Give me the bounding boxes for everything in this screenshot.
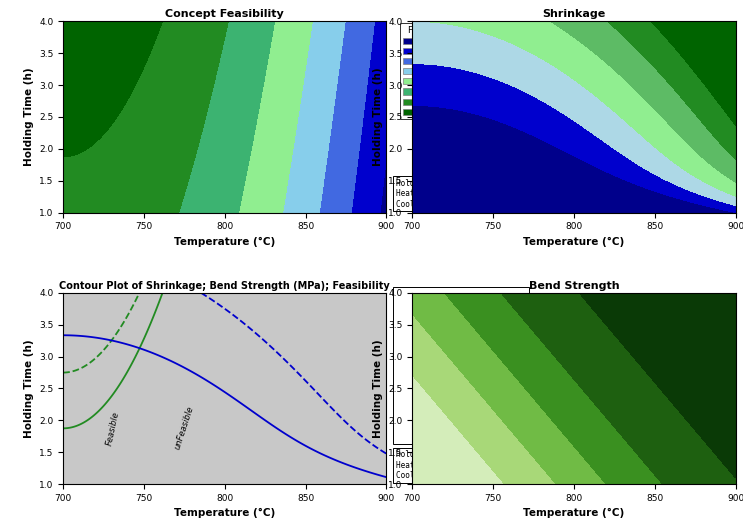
X-axis label: Temperature (°C): Temperature (°C) [523, 509, 625, 519]
Text: Shrinkage: Shrinkage [403, 297, 443, 306]
Text: Bend
Strength
(MPa): Bend Strength (MPa) [403, 337, 438, 367]
Text: Feasibility: Feasibility [403, 400, 443, 409]
Legend: < -0.9, -0.9 – -0.6, -0.6 – -0.3, -0.3 –  0.0,  0.0 –  0.3,  0.3 –  0.6,  0.6 – : < -0.9, -0.9 – -0.6, -0.6 – -0.3, -0.3 –… [400, 23, 460, 120]
Text: Feasibility: Feasibility [403, 400, 443, 409]
Text: 55: 55 [464, 352, 474, 361]
Title: Shrinkage: Shrinkage [542, 9, 606, 19]
Text: 20: 20 [464, 317, 474, 326]
Text: 0: 0 [464, 304, 469, 313]
Text: 20: 20 [464, 317, 474, 326]
Text: 55: 55 [464, 352, 474, 361]
Text: Shrinkage: Shrinkage [403, 297, 443, 306]
Title: Contour Plot of Shrinkage; Bend Strength (MPa); Feasibility: Contour Plot of Shrinkage; Bend Strength… [59, 281, 390, 290]
Text: Hold Values
Heat Rate (°C/min)    5
Cooling rate          30: Hold Values Heat Rate (°C/min) 5 Cooling… [396, 451, 507, 480]
Y-axis label: Holding Time (h): Holding Time (h) [24, 68, 33, 166]
Text: 200: 200 [464, 365, 479, 374]
X-axis label: Temperature (°C): Temperature (°C) [523, 237, 625, 247]
Title: Bend Strength: Bend Strength [528, 281, 619, 290]
Text: 0.9: 0.9 [464, 409, 477, 418]
Y-axis label: Holding Time (h): Holding Time (h) [373, 68, 383, 166]
FancyBboxPatch shape [393, 287, 529, 444]
X-axis label: Temperature (°C): Temperature (°C) [174, 509, 276, 519]
Text: unFeasible: unFeasible [173, 405, 195, 451]
Text: Hold Values
Heat Rate (°C/min)    5
Cooling rate          30: Hold Values Heat Rate (°C/min) 5 Cooling… [396, 179, 507, 209]
Text: Feasible: Feasible [106, 411, 121, 446]
Title: Concept Feasibility: Concept Feasibility [166, 9, 284, 19]
Text: 200: 200 [464, 365, 479, 374]
Y-axis label: Holding Time (h): Holding Time (h) [373, 339, 383, 438]
Text: Bend
Strength
(MPa): Bend Strength (MPa) [403, 337, 438, 367]
Y-axis label: Holding Time (h): Holding Time (h) [24, 339, 33, 438]
Text: 0.9: 0.9 [464, 409, 477, 418]
Text: 1: 1 [464, 422, 469, 431]
Text: 1: 1 [464, 422, 469, 431]
Text: 0: 0 [464, 304, 469, 313]
X-axis label: Temperature (°C): Temperature (°C) [174, 237, 276, 247]
